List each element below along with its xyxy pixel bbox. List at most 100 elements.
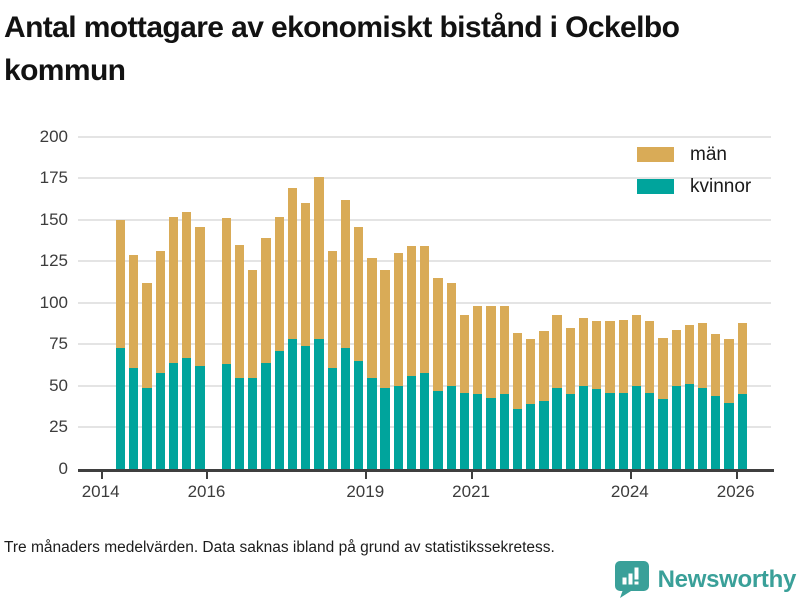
bar-man-2015Q3 <box>182 211 192 358</box>
legend-row-kvinnor: kvinnor <box>637 176 751 197</box>
chart-footnote: Tre månaders medelvärden. Data saknas ib… <box>4 539 555 556</box>
bar-kvinnor-2020Q4 <box>459 392 470 469</box>
x-tick-label: 2026 <box>716 482 755 501</box>
bar-man-2022Q2 <box>539 331 549 401</box>
bar-kvinnor-2014Q3 <box>129 367 139 469</box>
bar-man-2016Q3 <box>234 244 245 378</box>
bar-kvinnor-2019Q3 <box>393 385 403 469</box>
x-tick-mark-2016 <box>206 472 209 479</box>
bar-kvinnor-2018Q2 <box>327 367 337 469</box>
bar-man-2021Q2 <box>486 306 496 398</box>
bar-kvinnor-2021Q4 <box>512 409 523 469</box>
bar-kvinnor-2017Q3 <box>287 339 298 469</box>
x-tick-label: 2024 <box>610 482 649 501</box>
bar-kvinnor-2025Q4 <box>724 402 734 469</box>
bar-man-2025Q2 <box>697 322 708 388</box>
bar-man-2020Q1 <box>420 246 430 373</box>
chart-title: Antal mottagare av ekonomiskt bistånd i … <box>4 11 680 87</box>
bar-man-2020Q3 <box>446 283 456 386</box>
bar-kvinnor-2026Q1 <box>737 394 747 469</box>
bar-man-2017Q1 <box>261 238 271 363</box>
bar-kvinnor-2025Q3 <box>711 395 721 469</box>
logo-bar-1 <box>622 577 627 585</box>
gridline-200 <box>78 135 771 138</box>
bar-kvinnor-2017Q2 <box>274 351 284 469</box>
bar-man-2025Q4 <box>724 339 734 403</box>
bar-man-2018Q4 <box>353 226 364 362</box>
bar-kvinnor-2022Q1 <box>525 404 536 469</box>
bar-man-2023Q4 <box>618 319 628 393</box>
x-tick-mark-2019 <box>365 472 368 479</box>
newsworthy-brand: Newsworthy <box>614 561 797 598</box>
bar-kvinnor-2019Q1 <box>367 377 377 469</box>
logo-bar-2 <box>628 573 633 585</box>
bar-kvinnor-2023Q4 <box>618 392 628 469</box>
bar-kvinnor-2021Q2 <box>486 397 496 469</box>
bar-man-2020Q4 <box>459 314 470 393</box>
bar-man-2015Q4 <box>195 226 205 367</box>
bar-kvinnor-2022Q3 <box>552 387 562 469</box>
bar-man-2024Q1 <box>631 314 642 386</box>
bar-kvinnor-2020Q2 <box>433 390 443 469</box>
chart-plot-area: 0 25 50 75 100 125 150 175 200 2014 2016 2019 2021 20… <box>39 126 774 501</box>
bar-man-2014Q4 <box>142 283 152 388</box>
bar-kvinnor-2024Q2 <box>645 392 655 469</box>
newsworthy-wordmark: Newsworthy <box>657 565 797 593</box>
y-tick-label: 200 <box>39 126 68 146</box>
newsworthy-logo-icon <box>614 561 649 598</box>
bar-man-2017Q2 <box>274 216 284 352</box>
legend-label-man: män <box>690 143 727 165</box>
bar-man-2025Q1 <box>684 324 695 385</box>
x-tick-mark-2014 <box>100 472 103 479</box>
bar-kvinnor-2018Q1 <box>314 339 324 469</box>
bar-man-2022Q3 <box>552 314 562 388</box>
bar-kvinnor-2015Q1 <box>155 372 165 469</box>
bar-man-2025Q3 <box>711 334 721 396</box>
bar-kvinnor-2018Q4 <box>353 361 364 469</box>
legend-label-kvinnor: kvinnor <box>690 175 752 197</box>
bar-kvinnor-2024Q4 <box>671 385 681 469</box>
x-tick-label: 2019 <box>346 482 385 501</box>
y-tick-label: 150 <box>39 209 68 229</box>
gridline-175 <box>78 177 771 180</box>
y-tick-label: 125 <box>39 251 68 271</box>
chart-legend: män kvinnor <box>637 143 751 211</box>
bar-kvinnor-2015Q2 <box>168 362 179 469</box>
y-tick-label: 0 <box>58 459 68 478</box>
bar-kvinnor-2016Q2 <box>221 364 231 469</box>
bar-kvinnor-2021Q1 <box>473 394 483 469</box>
y-tick-label: 100 <box>39 292 68 312</box>
bar-man-2015Q2 <box>168 216 179 363</box>
bar-kvinnor-2017Q4 <box>301 346 311 469</box>
bar-man-2021Q1 <box>473 306 483 395</box>
bar-kvinnor-2025Q2 <box>697 387 708 469</box>
y-tick-label: 25 <box>49 417 68 437</box>
bar-man-2024Q4 <box>671 329 681 386</box>
bar-kvinnor-2023Q3 <box>605 392 615 469</box>
bar-man-2017Q3 <box>287 188 298 340</box>
bar-man-2023Q1 <box>578 317 589 386</box>
bar-man-2016Q4 <box>248 269 258 378</box>
bar-kvinnor-2015Q4 <box>195 366 205 469</box>
gridline-150 <box>78 218 771 221</box>
bar-kvinnor-2024Q1 <box>631 385 642 469</box>
bar-kvinnor-2025Q1 <box>684 384 695 469</box>
y-tick-label: 50 <box>49 375 68 395</box>
bar-kvinnor-2016Q4 <box>248 377 258 469</box>
bar-man-2018Q3 <box>340 199 351 348</box>
bar-kvinnor-2019Q4 <box>406 376 417 469</box>
x-tick-mark-2021 <box>471 472 474 479</box>
bar-kvinnor-2014Q2 <box>115 347 126 469</box>
bar-kvinnor-2022Q2 <box>539 400 549 469</box>
x-tick-mark-2024 <box>629 472 632 479</box>
bar-man-2022Q4 <box>565 327 575 395</box>
bar-kvinnor-2020Q1 <box>420 372 430 469</box>
x-tick-label: 2021 <box>452 482 490 501</box>
bar-man-2014Q3 <box>129 254 139 368</box>
bar-kvinnor-2014Q4 <box>142 387 152 469</box>
y-tick-label: 75 <box>49 334 68 354</box>
y-tick-label: 175 <box>39 168 68 188</box>
bar-man-2021Q3 <box>499 306 509 395</box>
bar-man-2015Q1 <box>155 251 165 373</box>
x-tick-mark-2026 <box>735 472 738 479</box>
